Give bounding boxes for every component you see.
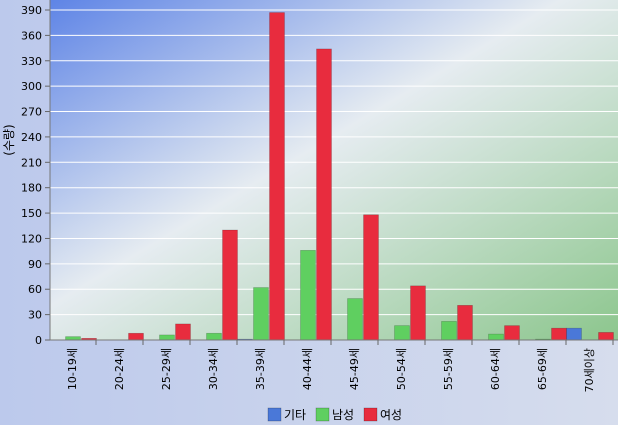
y-tick-label: 180 xyxy=(21,182,42,195)
x-tick-label: 45-49세 xyxy=(348,348,361,390)
bar-여성-55-59세 xyxy=(457,305,473,341)
x-tick-label: 25-29세 xyxy=(160,348,173,390)
legend-label-기타: 기타 xyxy=(284,408,306,422)
bar-남성-10-19세 xyxy=(65,336,81,341)
axes: 0 30 60 90 120 150 180 210 240 270 300 330 360 390 10-… xyxy=(21,0,618,392)
y-tick-label: 60 xyxy=(28,283,42,296)
y-tick-label: 90 xyxy=(28,258,42,271)
x-tick-label: 60-64세 xyxy=(489,348,502,390)
x-tick-label: 65-69세 xyxy=(536,348,549,390)
legend-swatch-남성 xyxy=(315,407,330,422)
y-tick-label: 360 xyxy=(21,29,42,42)
bar-여성-45-49세 xyxy=(363,214,379,341)
bar-여성-60-64세 xyxy=(504,325,520,341)
x-tick-label: 50-54세 xyxy=(395,348,408,390)
bars xyxy=(65,12,614,341)
y-axis-label: (수량) xyxy=(2,124,16,155)
bar-남성-25-29세 xyxy=(159,334,175,341)
bar-남성-50-54세 xyxy=(394,325,410,341)
y-tick-label: 30 xyxy=(28,309,42,322)
y-tick-label: 240 xyxy=(21,131,42,144)
x-tick-label: 30-34세 xyxy=(207,348,220,390)
bar-남성-30-34세 xyxy=(206,332,222,341)
bar-여성-20-24세 xyxy=(128,332,144,341)
bar-남성-60-64세 xyxy=(488,333,504,341)
x-tick-label: 10-19세 xyxy=(66,348,79,390)
x-tick-label: 55-59세 xyxy=(442,348,455,390)
y-tick-label: 210 xyxy=(21,156,42,169)
x-tick-label: 20-24세 xyxy=(113,348,126,390)
x-tick-label: 35-39세 xyxy=(254,348,267,390)
bar-여성-30-34세 xyxy=(222,229,238,341)
bar-기타-70세이상 xyxy=(566,327,582,341)
grid-lines xyxy=(50,9,618,341)
bar-남성-40-44세 xyxy=(300,250,316,341)
bar-여성-50-54세 xyxy=(410,285,426,341)
bar-여성-70세이상 xyxy=(598,332,614,341)
y-tick-label: 150 xyxy=(21,207,42,220)
legend: 기타 남성 여성 xyxy=(267,407,402,422)
legend-label-여성: 여성 xyxy=(380,408,402,422)
plot-area xyxy=(50,0,618,340)
y-tick-label: 0 xyxy=(35,334,42,347)
y-tick-label: 390 xyxy=(21,4,42,17)
bar-여성-35-39세 xyxy=(269,12,285,341)
legend-label-남성: 남성 xyxy=(332,408,354,422)
bar-여성-25-29세 xyxy=(175,323,191,341)
bar-남성-35-39세 xyxy=(253,287,269,341)
x-tick-label: 40-44세 xyxy=(301,348,314,390)
y-tick-label: 300 xyxy=(21,80,42,93)
bar-여성-65-69세 xyxy=(551,327,567,341)
bar-남성-45-49세 xyxy=(347,298,363,341)
y-tick-label: 270 xyxy=(21,106,42,119)
legend-swatch-기타 xyxy=(267,407,282,422)
legend-swatch-여성 xyxy=(363,407,378,422)
bar-여성-40-44세 xyxy=(316,48,332,341)
y-tick-label: 330 xyxy=(21,55,42,68)
y-tick-label: 120 xyxy=(21,232,42,245)
x-tick-label: 70세이상 xyxy=(583,348,596,392)
bar-남성-55-59세 xyxy=(441,321,457,341)
